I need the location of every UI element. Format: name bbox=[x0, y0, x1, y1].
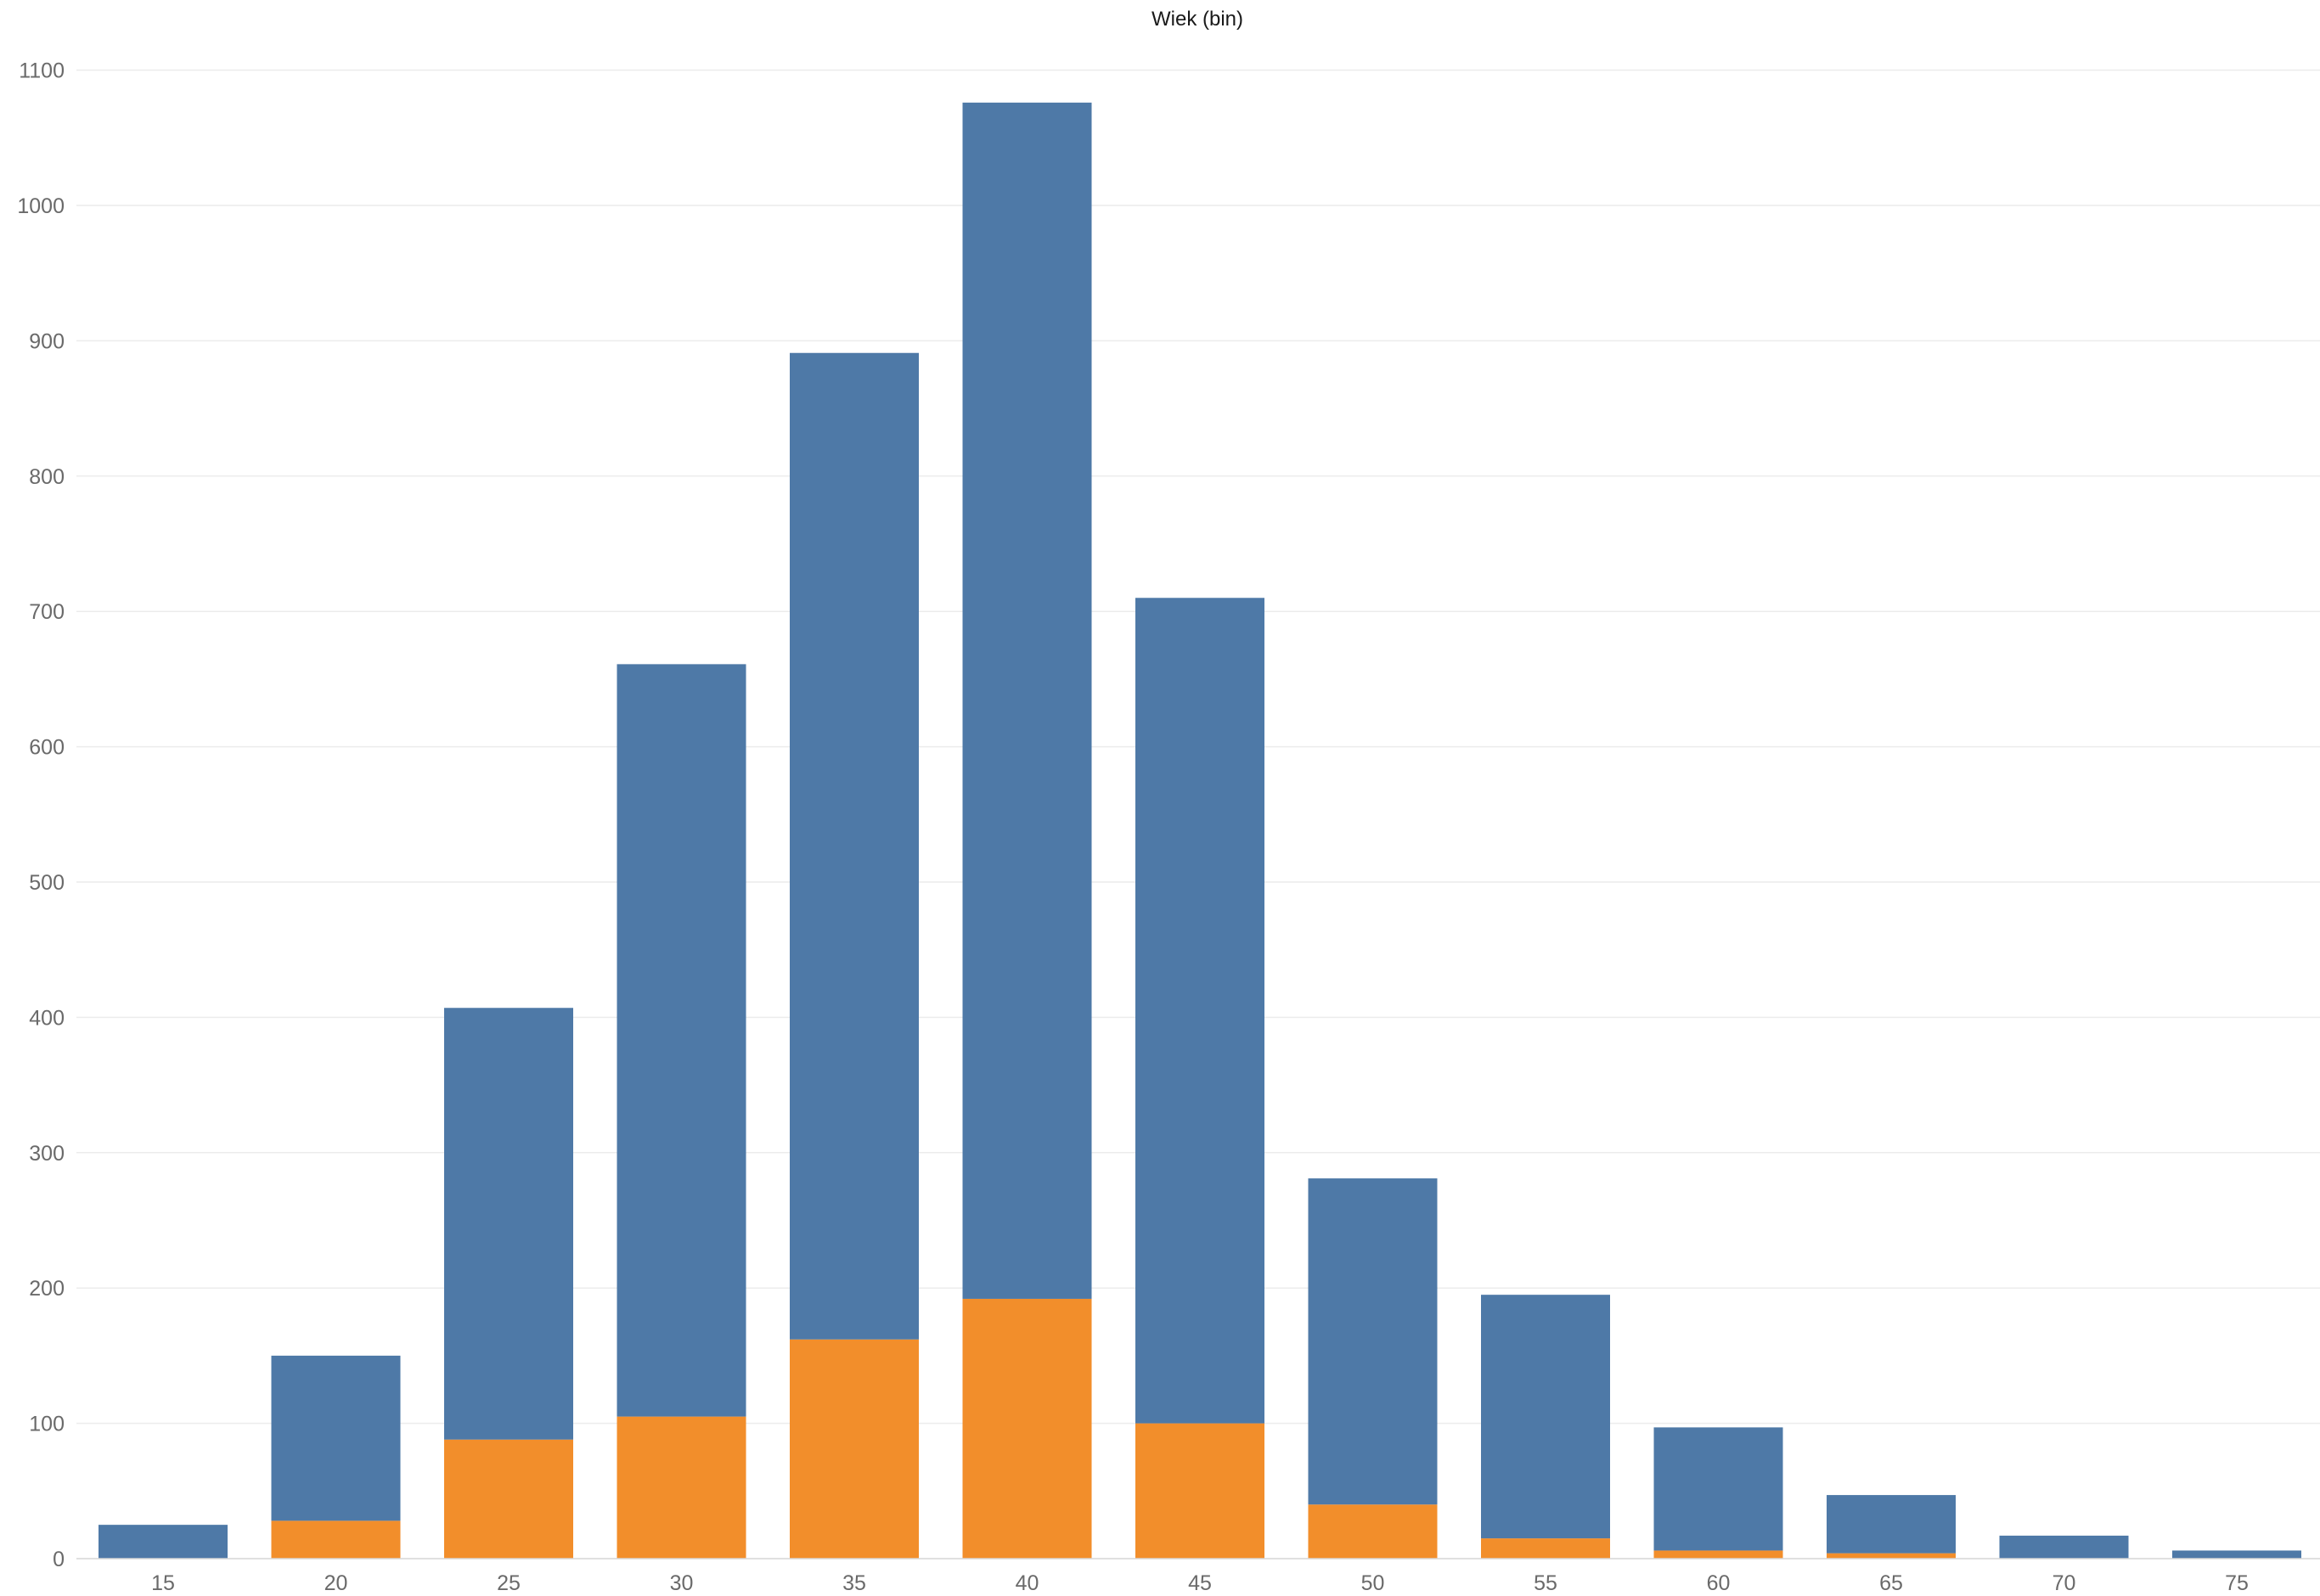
bar-segment-blue-65 bbox=[1827, 1495, 1956, 1554]
x-tick-label: 60 bbox=[1707, 1571, 1731, 1595]
y-tick-label: 400 bbox=[29, 1006, 65, 1030]
bar-segment-blue-35 bbox=[790, 352, 919, 1340]
bar-segment-blue-45 bbox=[1135, 598, 1264, 1424]
x-tick-label: 25 bbox=[497, 1571, 521, 1595]
x-tick-label: 15 bbox=[151, 1571, 175, 1595]
x-tick-label: 30 bbox=[670, 1571, 694, 1595]
y-tick-label: 900 bbox=[29, 329, 65, 353]
x-tick-label: 55 bbox=[1534, 1571, 1557, 1595]
bar-segment-orange-65 bbox=[1827, 1553, 1956, 1559]
bar-segment-blue-40 bbox=[962, 102, 1092, 1299]
y-tick-label: 100 bbox=[29, 1413, 65, 1436]
x-tick-label: 40 bbox=[1016, 1571, 1039, 1595]
x-tick-label: 70 bbox=[2053, 1571, 2076, 1595]
y-tick-label: 1000 bbox=[17, 194, 65, 218]
bar-segment-orange-55 bbox=[1481, 1538, 1610, 1559]
bar-segment-orange-60 bbox=[1653, 1550, 1783, 1559]
x-tick-label: 20 bbox=[324, 1571, 348, 1595]
x-axis-ticks: 15 20 25 30 35 40 45 50 55 60 65 70 75 bbox=[151, 1571, 2249, 1595]
y-axis-ticks: 0 100 200 300 400 500 600 700 800 900 1000 1100 bbox=[17, 59, 65, 1571]
y-tick-label: 1100 bbox=[19, 59, 65, 83]
bar-segment-blue-70 bbox=[1999, 1535, 2129, 1559]
y-tick-label: 800 bbox=[29, 465, 65, 489]
bar-segment-orange-20 bbox=[271, 1520, 401, 1559]
bar-segment-orange-35 bbox=[790, 1339, 919, 1559]
x-tick-label: 65 bbox=[1879, 1571, 1903, 1595]
y-tick-label: 600 bbox=[29, 736, 65, 760]
bar-segment-orange-40 bbox=[962, 1298, 1092, 1559]
bars bbox=[99, 102, 2301, 1559]
y-tick-label: 200 bbox=[29, 1277, 65, 1301]
x-tick-label: 35 bbox=[842, 1571, 866, 1595]
bar-segment-orange-50 bbox=[1308, 1504, 1438, 1559]
bar-segment-orange-30 bbox=[617, 1416, 746, 1559]
bar-segment-blue-15 bbox=[99, 1525, 228, 1559]
chart-title: Wiek (bin) bbox=[1152, 8, 1243, 31]
x-tick-label: 50 bbox=[1361, 1571, 1385, 1595]
y-tick-label: 0 bbox=[53, 1548, 65, 1571]
y-tick-label: 300 bbox=[29, 1142, 65, 1166]
bar-segment-blue-50 bbox=[1308, 1178, 1438, 1505]
bar-segment-blue-20 bbox=[271, 1355, 401, 1521]
bar-segment-orange-25 bbox=[444, 1439, 573, 1559]
bar-segment-blue-25 bbox=[444, 1008, 573, 1440]
x-tick-label: 75 bbox=[2225, 1571, 2249, 1595]
bar-segment-blue-75 bbox=[2172, 1550, 2301, 1559]
y-tick-label: 500 bbox=[29, 871, 65, 895]
bar-segment-blue-60 bbox=[1653, 1427, 1783, 1551]
bar-segment-orange-45 bbox=[1135, 1423, 1264, 1559]
x-tick-label: 45 bbox=[1188, 1571, 1212, 1595]
bar-segment-blue-30 bbox=[617, 664, 746, 1417]
bar-segment-blue-55 bbox=[1481, 1295, 1610, 1539]
y-tick-label: 700 bbox=[29, 600, 65, 624]
